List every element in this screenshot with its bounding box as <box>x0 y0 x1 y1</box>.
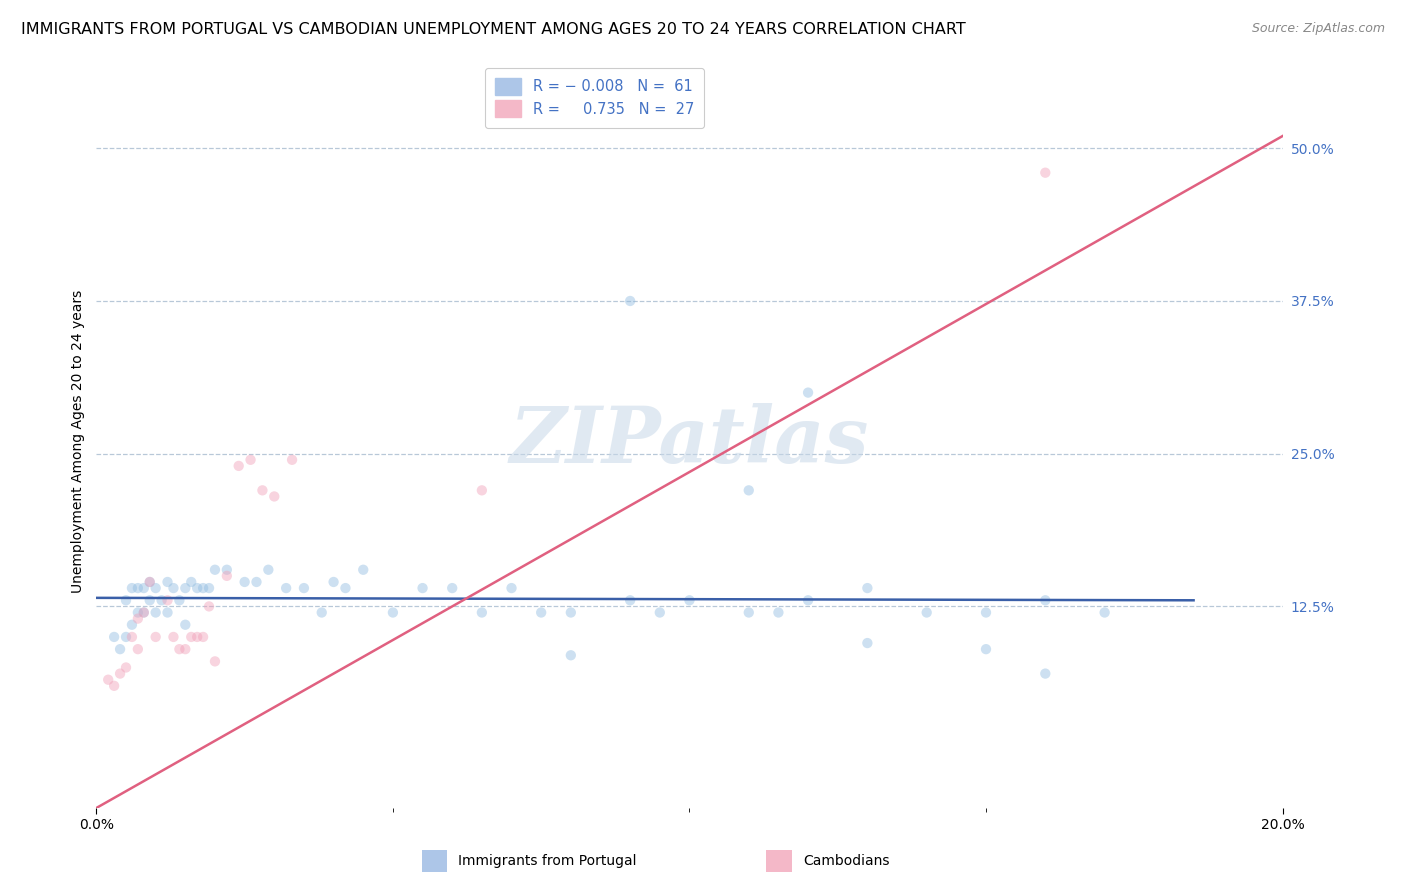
Point <box>169 593 191 607</box>
Point <box>1033 593 1056 607</box>
Point <box>412 581 434 595</box>
Point <box>974 642 997 657</box>
Point <box>191 630 214 644</box>
Point <box>233 574 256 589</box>
Text: Source: ZipAtlas.com: Source: ZipAtlas.com <box>1251 22 1385 36</box>
Point <box>322 574 344 589</box>
Point <box>108 666 131 681</box>
Point <box>215 569 238 583</box>
Point <box>252 483 274 498</box>
Point <box>281 452 304 467</box>
Point <box>127 581 149 595</box>
Point <box>441 581 464 595</box>
Point <box>619 593 641 607</box>
Point <box>180 630 202 644</box>
Point <box>127 642 149 657</box>
Point <box>138 574 160 589</box>
Point <box>381 606 404 620</box>
Text: Cambodians: Cambodians <box>803 855 890 868</box>
Point <box>191 581 214 595</box>
Point <box>1033 666 1056 681</box>
Point <box>174 642 197 657</box>
Point <box>115 593 138 607</box>
Point <box>145 630 167 644</box>
Point <box>180 574 202 589</box>
Point <box>169 642 191 657</box>
Point <box>108 642 131 657</box>
Point <box>204 654 226 668</box>
Y-axis label: Unemployment Among Ages 20 to 24 years: Unemployment Among Ages 20 to 24 years <box>72 290 86 593</box>
Point <box>501 581 523 595</box>
Point <box>145 606 167 620</box>
Point <box>263 490 285 504</box>
Point <box>974 606 997 620</box>
Point <box>245 574 267 589</box>
Point <box>132 581 155 595</box>
Point <box>228 458 250 473</box>
Point <box>121 617 143 632</box>
Text: Immigrants from Portugal: Immigrants from Portugal <box>458 855 637 868</box>
Point <box>560 648 582 663</box>
Point <box>204 563 226 577</box>
Point <box>239 452 262 467</box>
Point <box>471 606 494 620</box>
Point <box>560 606 582 620</box>
Point <box>103 630 125 644</box>
Point <box>915 606 938 620</box>
Point <box>311 606 333 620</box>
Point <box>103 679 125 693</box>
Point <box>738 606 761 620</box>
Point <box>648 606 671 620</box>
Point <box>156 574 179 589</box>
Point <box>768 606 790 620</box>
Point <box>138 593 160 607</box>
Point <box>145 581 167 595</box>
Point <box>174 581 197 595</box>
Point <box>127 606 149 620</box>
Point <box>156 593 179 607</box>
Point <box>856 636 879 650</box>
Point <box>121 581 143 595</box>
Point <box>198 581 221 595</box>
Point <box>352 563 374 577</box>
Point <box>186 581 208 595</box>
Point <box>150 593 173 607</box>
Point <box>156 606 179 620</box>
Point <box>127 612 149 626</box>
Point <box>276 581 298 595</box>
Point <box>174 617 197 632</box>
Point <box>797 593 820 607</box>
Point <box>292 581 315 595</box>
Point <box>471 483 494 498</box>
Text: ZIPatlas: ZIPatlas <box>510 403 869 480</box>
Point <box>257 563 280 577</box>
Point <box>856 581 879 595</box>
Point <box>678 593 700 607</box>
Point <box>530 606 553 620</box>
Point <box>198 599 221 614</box>
Point <box>115 660 138 674</box>
Point <box>115 630 138 644</box>
Point <box>162 630 184 644</box>
Point <box>1033 166 1056 180</box>
Legend: R = − 0.008   N =  61, R =     0.735   N =  27: R = − 0.008 N = 61, R = 0.735 N = 27 <box>485 68 704 128</box>
Point <box>1094 606 1116 620</box>
Point <box>121 630 143 644</box>
Point <box>132 606 155 620</box>
Point <box>797 385 820 400</box>
Point <box>186 630 208 644</box>
Text: IMMIGRANTS FROM PORTUGAL VS CAMBODIAN UNEMPLOYMENT AMONG AGES 20 TO 24 YEARS COR: IMMIGRANTS FROM PORTUGAL VS CAMBODIAN UN… <box>21 22 966 37</box>
Point <box>132 606 155 620</box>
Point <box>738 483 761 498</box>
Point <box>619 293 641 308</box>
Point <box>335 581 357 595</box>
Point <box>138 574 160 589</box>
Point <box>97 673 120 687</box>
Point <box>215 563 238 577</box>
Point <box>162 581 184 595</box>
